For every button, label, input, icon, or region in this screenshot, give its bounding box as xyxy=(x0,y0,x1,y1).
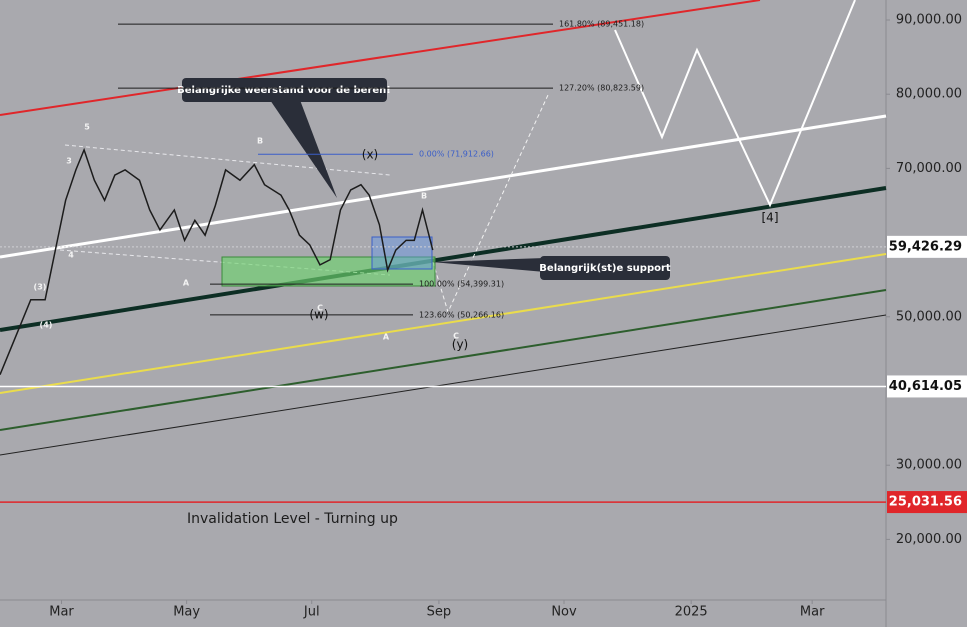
price-tag xyxy=(887,375,967,398)
trend-line xyxy=(0,314,887,456)
y-tick-label: 20,000.00 xyxy=(896,532,962,547)
price-label: 25,031.56 xyxy=(889,495,962,510)
price-line-series xyxy=(0,147,434,375)
wave-label: C xyxy=(453,332,459,341)
wave-label: (x) xyxy=(362,148,378,162)
callout-box xyxy=(540,256,670,280)
x-tick-label: 2025 xyxy=(675,605,708,620)
box-zone xyxy=(371,236,433,270)
trend-line xyxy=(0,289,887,431)
x-tick-label: Sep xyxy=(427,605,452,620)
invalidation-text: Invalidation Level - Turning up xyxy=(187,511,398,527)
y-tick-label: 70,000.00 xyxy=(896,161,962,176)
wave-label: 3 xyxy=(66,157,72,166)
wave-label: (w) xyxy=(309,308,328,322)
trend-line xyxy=(0,253,887,394)
wave-label: 5 xyxy=(84,123,90,132)
callout-box xyxy=(182,78,387,102)
fib-label: 127.20% (80,823.59) xyxy=(559,84,644,93)
fib-label: 0.00% (71,912.66) xyxy=(419,150,494,159)
wave-label: B xyxy=(257,137,263,146)
y-tick-label: 90,000.00 xyxy=(896,12,962,27)
trend-lines xyxy=(0,0,887,456)
dashed-line xyxy=(64,144,391,176)
x-tick-label: Nov xyxy=(551,605,577,620)
wave-label: B xyxy=(421,192,427,201)
wave-label: A xyxy=(183,279,190,288)
price-label: 40,614.05 xyxy=(889,379,962,394)
y-tick-label: 50,000.00 xyxy=(896,309,962,324)
wave-label: 4 xyxy=(68,251,74,260)
trend-line xyxy=(0,0,761,116)
projection-path xyxy=(614,0,856,208)
x-tick-label: Mar xyxy=(49,605,74,620)
callout-text: Belangrijk(st)e support xyxy=(539,263,671,274)
fib-label: 123.60% (50,266.16) xyxy=(419,310,504,319)
x-tick-label: Mar xyxy=(800,605,825,620)
wave-label: C xyxy=(317,304,323,313)
x-tick-label: Jul xyxy=(303,605,320,620)
price-tag xyxy=(887,235,967,258)
callout-pointer xyxy=(270,100,337,198)
wave-label: (y) xyxy=(452,338,468,352)
wave-label: [4] xyxy=(762,211,779,225)
trend-line xyxy=(0,186,887,332)
callout-text: Belangrijke weerstand voor de beren! xyxy=(177,85,391,96)
y-tick-label: 30,000.00 xyxy=(896,458,962,473)
price-label: 59,426.29 xyxy=(889,239,962,254)
wave-label: (4) xyxy=(40,321,53,330)
x-tick-label: May xyxy=(173,605,200,620)
callout-pointer xyxy=(432,258,545,272)
price-tag xyxy=(887,491,967,514)
support-zone xyxy=(221,256,436,287)
fib-label: 161.80% (89,451.18) xyxy=(559,20,644,29)
wave-label: (3) xyxy=(34,283,47,292)
projection-dashed xyxy=(432,94,549,314)
fib-label: 100.00% (54,399.31) xyxy=(419,280,504,289)
wave-label: A xyxy=(383,333,390,342)
y-tick-label: 80,000.00 xyxy=(896,87,962,102)
